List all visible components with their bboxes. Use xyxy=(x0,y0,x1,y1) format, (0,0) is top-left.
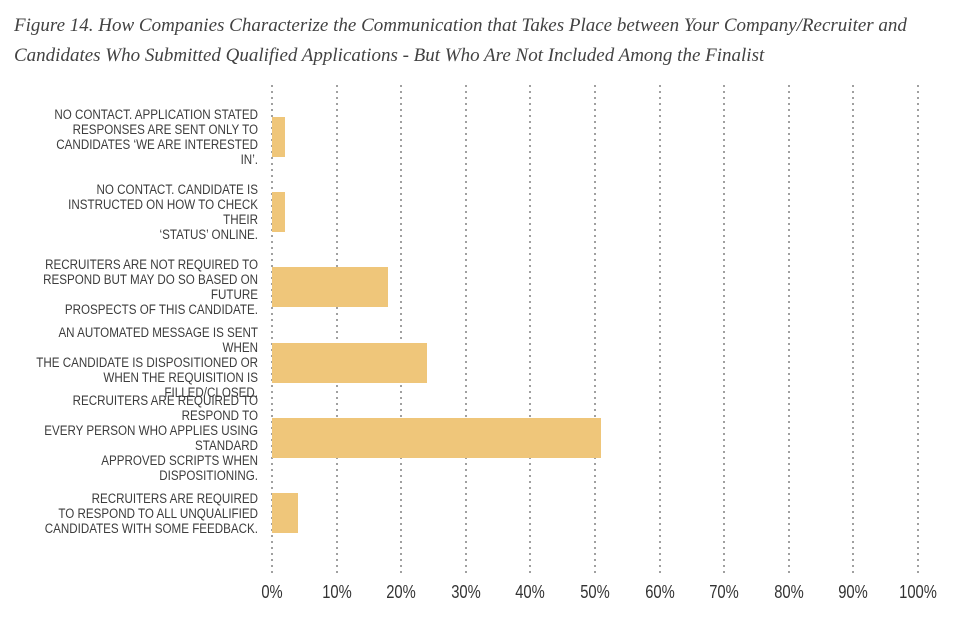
category-label-line: CANDIDATES WITH SOME FEEDBACK. xyxy=(44,520,259,536)
category-label-automated-message: AN AUTOMATED MESSAGE IS SENT WHEN THE CA… xyxy=(36,325,258,400)
x-tick-20: 20% xyxy=(386,582,416,602)
x-tick-40: 40% xyxy=(515,582,546,602)
x-tick-60: 60% xyxy=(644,582,675,602)
category-label-line: THE CANDIDATE IS DISPOSITIONED OR xyxy=(36,355,258,371)
bar-row xyxy=(272,174,918,249)
bars-group xyxy=(272,85,918,551)
category-labels-column: NO CONTACT. APPLICATION STATED RESPONSES… xyxy=(0,85,258,573)
category-label-required-feedback: RECRUITERS ARE REQUIRED TO RESPOND TO AL… xyxy=(36,475,258,550)
category-label-line: APPROVED SCRIPTS WHEN DISPOSITIONING. xyxy=(101,452,258,483)
category-label-line: EVERY PERSON WHO APPLIES USING STANDARD xyxy=(44,422,258,453)
category-label-line: NO CONTACT. CANDIDATE IS xyxy=(96,181,258,197)
category-label-line: CANDIDATES ‘WE ARE INTERESTED IN’. xyxy=(56,136,259,167)
gridline-50pct xyxy=(594,85,596,573)
x-tick-30: 30% xyxy=(451,582,481,602)
bar-row xyxy=(272,400,918,475)
category-label-line: RECRUITERS ARE NOT REQUIRED TO xyxy=(45,257,259,273)
category-label-line: RESPONSES ARE SENT ONLY TO xyxy=(72,121,258,137)
bar-automated-message xyxy=(272,342,428,383)
category-label-line: PROSPECTS OF THIS CANDIDATE. xyxy=(64,302,258,318)
bar-no-contact-interested xyxy=(272,116,285,157)
gridline-60pct xyxy=(658,85,661,573)
bar-required-scripts xyxy=(272,417,602,458)
x-tick-50: 50% xyxy=(580,582,610,602)
x-tick-70: 70% xyxy=(709,582,739,602)
bar-not-required xyxy=(272,267,389,308)
x-tick-10: 10% xyxy=(321,582,352,602)
gridline-20pct xyxy=(400,85,403,573)
x-tick-90: 90% xyxy=(838,582,869,602)
category-label-line: RECRUITERS ARE REQUIRED xyxy=(91,490,258,506)
category-label-line: ‘STATUS’ ONLINE. xyxy=(159,226,258,242)
figure-title: Figure 14. How Companies Characterize th… xyxy=(14,15,907,66)
category-label-line: RESPOND BUT MAY DO SO BASED ON FUTURE xyxy=(43,272,258,303)
plot-area: 0% 10% 20% 30% 40% 50% 60% 70% 80% 90% 1… xyxy=(261,85,937,602)
bar-required-feedback xyxy=(272,493,298,534)
bar-row xyxy=(272,99,918,174)
bar-row xyxy=(272,325,918,400)
bar-no-contact-status xyxy=(272,191,285,232)
bar-chart: NO CONTACT. APPLICATION STATED RESPONSES… xyxy=(0,85,966,602)
category-label-line: NO CONTACT. APPLICATION STATED xyxy=(54,106,258,122)
gridline-40pct xyxy=(529,85,532,573)
bar-row xyxy=(272,475,918,550)
gridline-30pct xyxy=(464,85,467,573)
category-label-no-contact-interested: NO CONTACT. APPLICATION STATED RESPONSES… xyxy=(36,99,258,174)
gridline-80pct xyxy=(787,85,790,573)
category-label-line: INSTRUCTED ON HOW TO CHECK THEIR xyxy=(68,196,258,227)
gridline-90pct xyxy=(852,85,855,573)
x-tick-100: 100% xyxy=(899,582,937,602)
category-label-not-required: RECRUITERS ARE NOT REQUIRED TO RESPOND B… xyxy=(36,250,258,325)
gridline-100pct xyxy=(917,85,919,573)
category-label-required-scripts: RECRUITERS ARE REQUIRED TO RESPOND TO EV… xyxy=(36,393,258,483)
gridline-0pct xyxy=(271,85,273,573)
gridline-70pct xyxy=(723,85,726,573)
category-label-line: WHEN THE REQUISITION IS FILLED/CLOSED. xyxy=(103,370,259,401)
bar-row xyxy=(272,250,918,325)
category-label-line: TO RESPOND TO ALL UNQUALIFIED xyxy=(58,505,258,521)
category-label-line: RECRUITERS ARE REQUIRED TO RESPOND TO xyxy=(72,392,258,423)
x-tick-0: 0% xyxy=(261,582,283,602)
category-label-line: AN AUTOMATED MESSAGE IS SENT WHEN xyxy=(58,325,258,356)
x-tick-80: 80% xyxy=(774,582,804,602)
category-label-no-contact-status: NO CONTACT. CANDIDATE IS INSTRUCTED ON H… xyxy=(36,174,258,249)
gridline-10pct xyxy=(335,85,338,573)
